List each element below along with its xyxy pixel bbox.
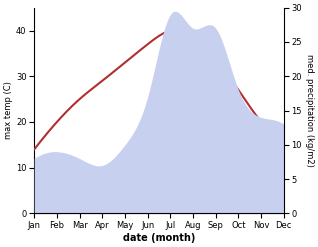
Y-axis label: med. precipitation (kg/m2): med. precipitation (kg/m2) (305, 54, 314, 167)
X-axis label: date (month): date (month) (123, 233, 195, 243)
Y-axis label: max temp (C): max temp (C) (4, 82, 13, 140)
